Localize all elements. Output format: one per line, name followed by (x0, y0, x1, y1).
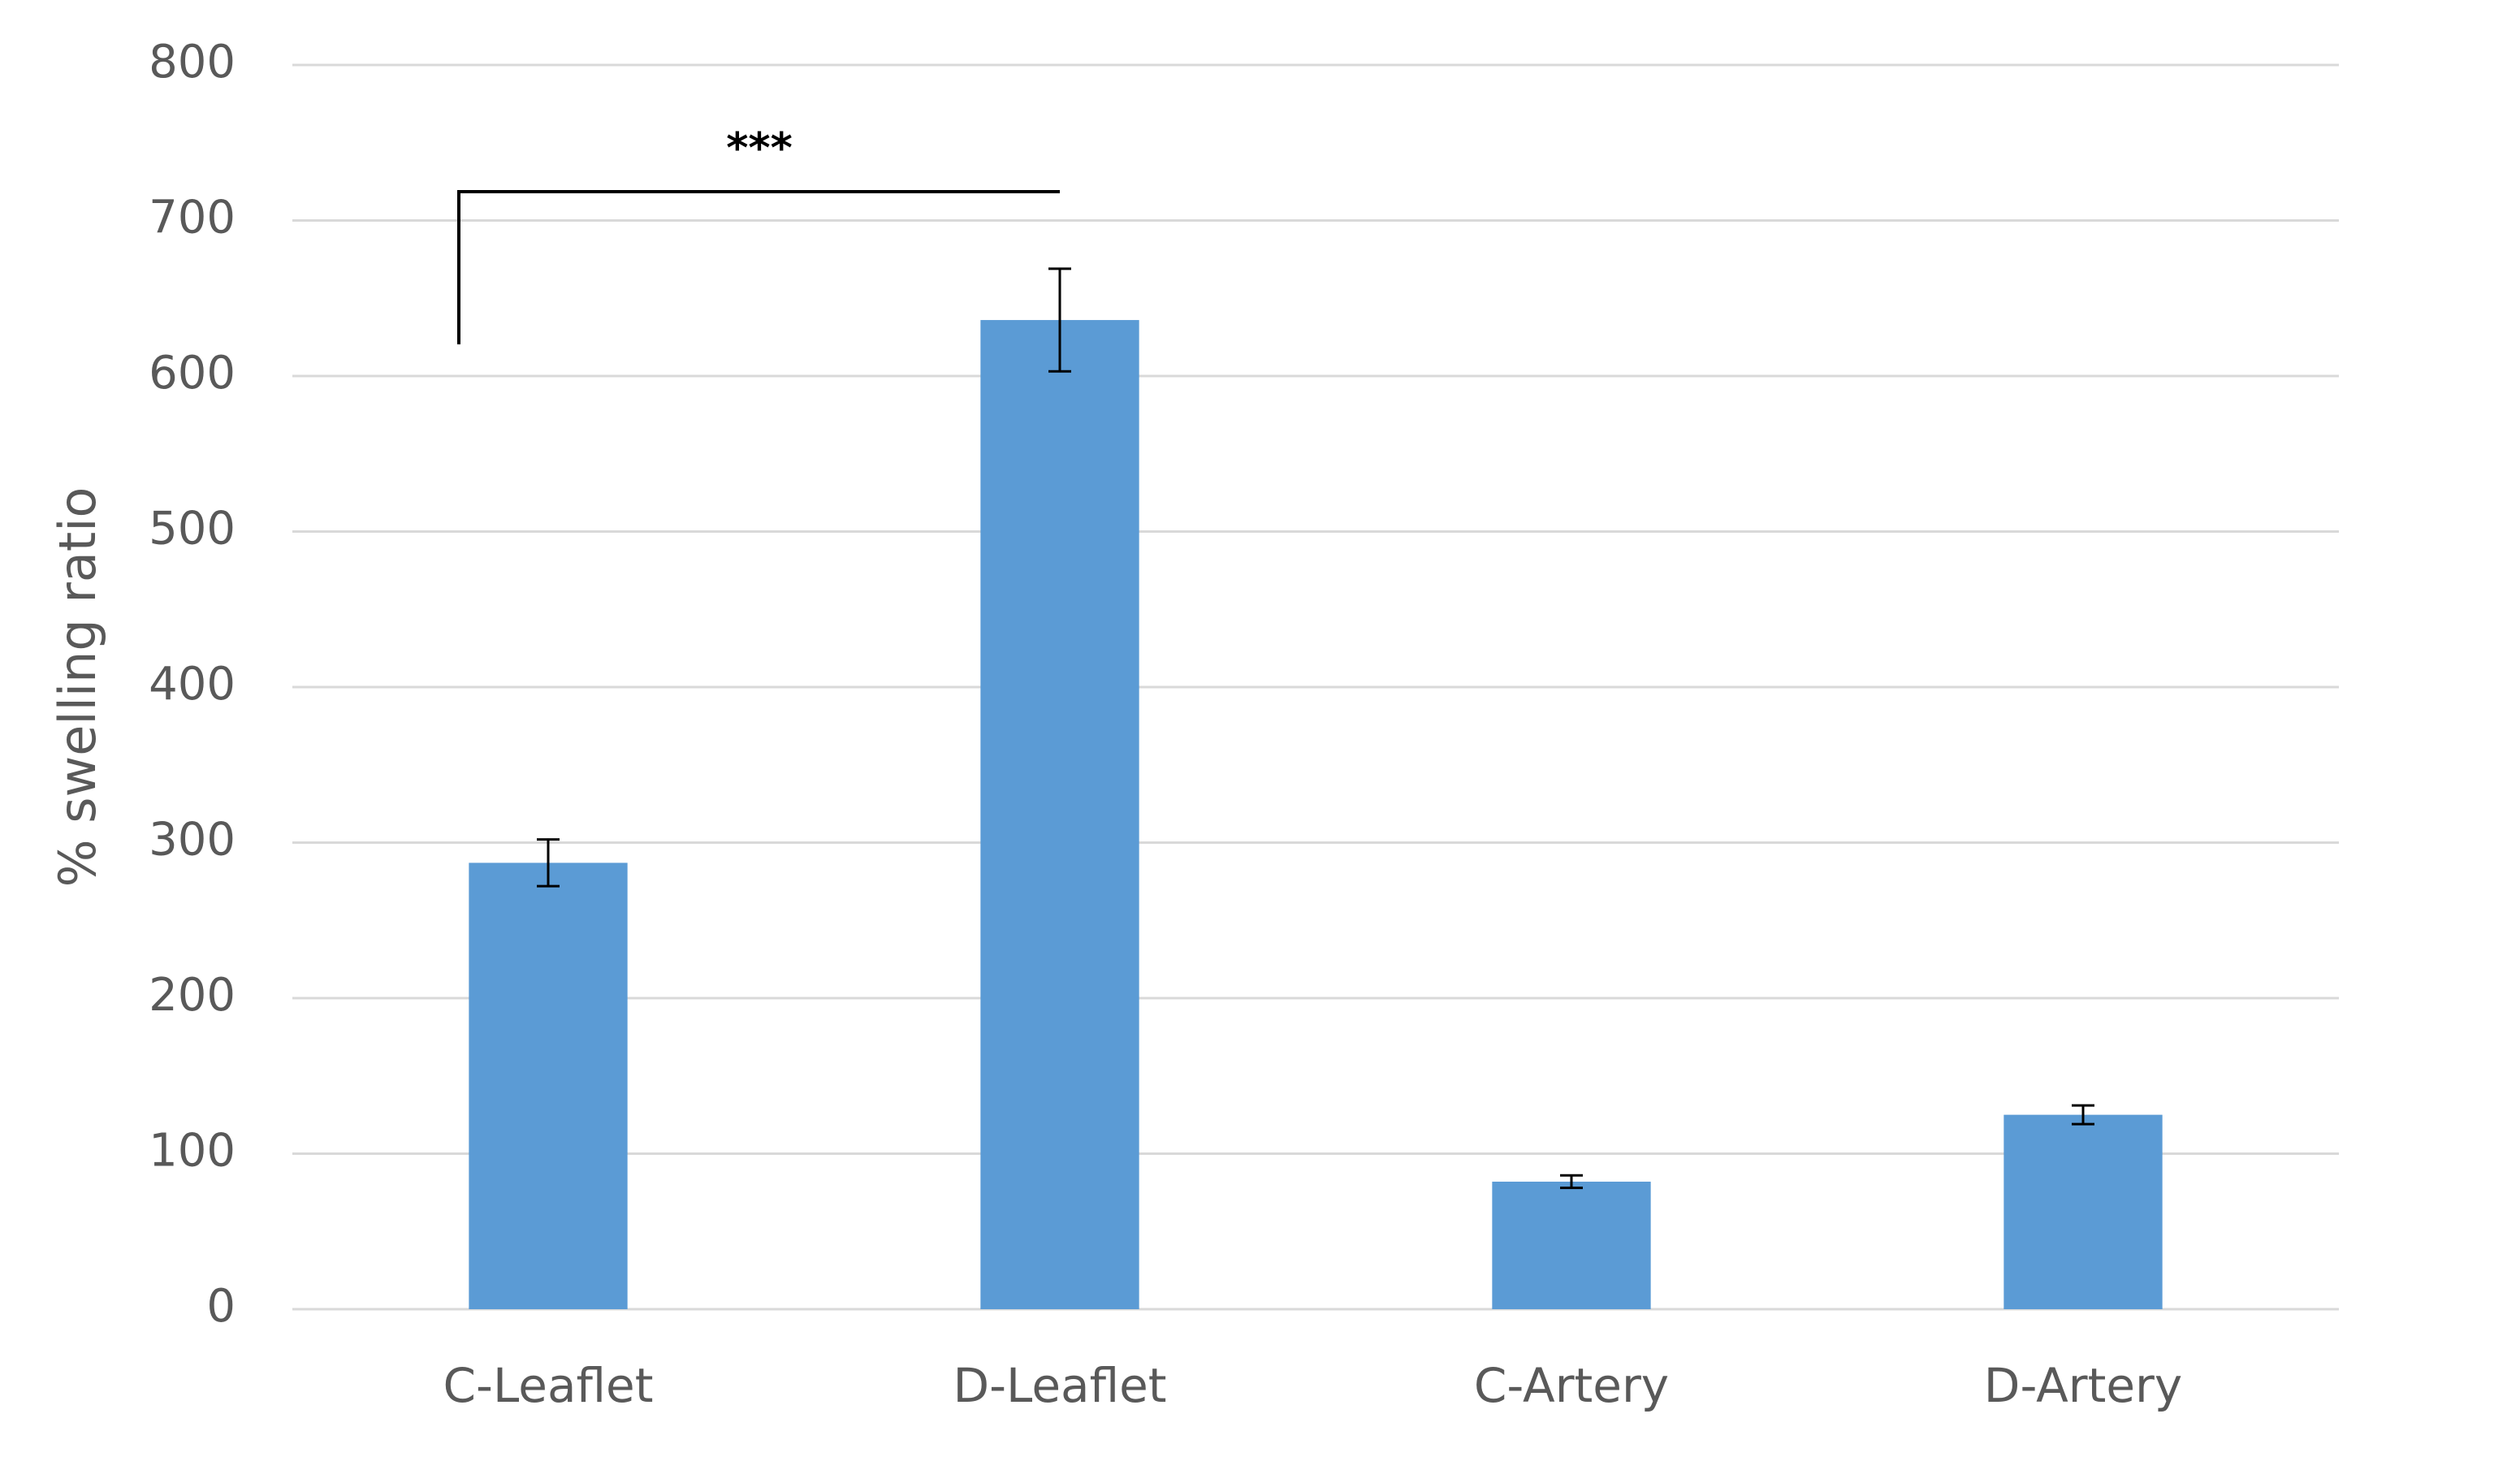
y-tick-label: 700 (149, 192, 236, 244)
y-tick-label: 300 (149, 814, 236, 867)
y-tick-label: 400 (149, 658, 236, 711)
y-tick-label: 500 (149, 503, 236, 556)
bar (980, 320, 1139, 1309)
bar (469, 863, 628, 1309)
error-bar (537, 838, 560, 888)
bar (2003, 1114, 2163, 1309)
error-bar (2072, 1104, 2094, 1126)
error-bar (1048, 267, 1071, 373)
x-tick-label: D-Artery (1984, 1358, 2182, 1413)
x-tick-label: C-Leaflet (443, 1358, 654, 1413)
x-tick-label: D-Leaflet (953, 1358, 1166, 1413)
y-tick-label: 100 (149, 1125, 236, 1178)
y-tick-label: 800 (149, 36, 236, 89)
y-tick-label: 600 (149, 347, 236, 400)
significance-label: *** (726, 124, 793, 173)
y-tick-label: 200 (149, 969, 236, 1022)
y-axis-label: % swelling ratio (48, 487, 107, 888)
x-tick-label: C-Artery (1474, 1358, 1669, 1413)
y-tick-label: 0 (206, 1280, 236, 1333)
error-bar (1560, 1174, 1583, 1190)
significance-bracket (457, 190, 1060, 344)
bar (1492, 1181, 1651, 1309)
